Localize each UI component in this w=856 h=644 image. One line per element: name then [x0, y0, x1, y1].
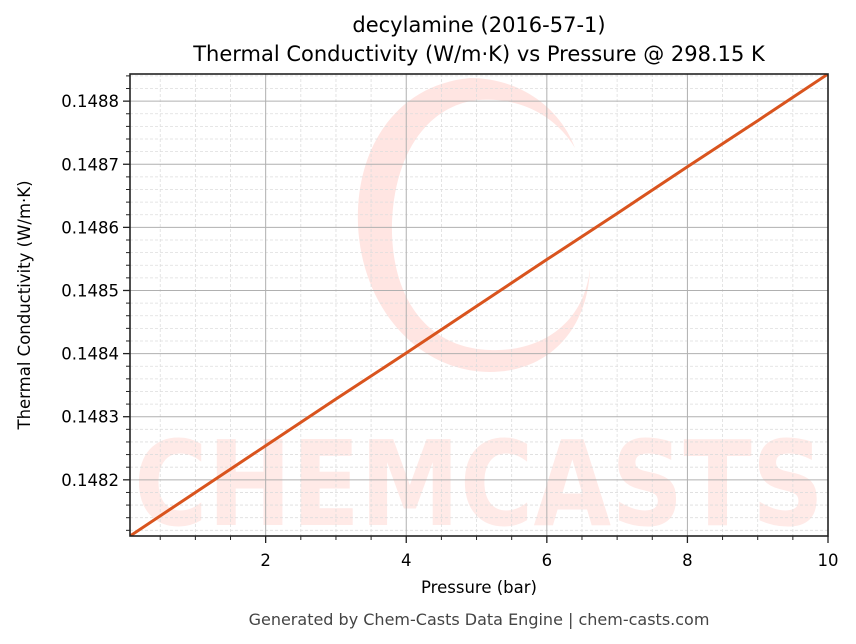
x-tick-label: 10: [818, 551, 839, 570]
y-tick-label: 0.1483: [61, 408, 119, 427]
watermark-text: CHEMCASTS: [134, 415, 824, 553]
y-tick-labels: 0.1482 0.1483 0.1484 0.1485 0.1486 0.1487 0.14…: [61, 92, 119, 490]
chart-title-line1: decylamine (2016-57-1): [352, 13, 605, 37]
y-tick-label: 0.1485: [61, 281, 119, 300]
axes-frame: [129, 73, 829, 537]
x-tick-label: 8: [682, 551, 693, 570]
x-tick-label: 4: [401, 551, 412, 570]
footer-credit: Generated by Chem-Casts Data Engine | ch…: [249, 610, 710, 629]
grid: [130, 74, 829, 536]
x-tick-label: 6: [542, 551, 553, 570]
y-tick-label: 0.1484: [61, 345, 119, 364]
y-tick-label: 0.1486: [61, 218, 119, 237]
x-tick-labels: 2 4 6 8 10: [260, 551, 838, 570]
x-axis-label: Pressure (bar): [421, 578, 537, 597]
watermark: CHEMCASTS: [134, 78, 824, 553]
axis-ticks: [123, 75, 829, 543]
y-tick-label: 0.1482: [61, 471, 119, 490]
data-line: [130, 74, 828, 536]
y-axis-label: Thermal Conductivity (W/m·K): [15, 180, 34, 430]
y-tick-label: 0.1488: [61, 92, 119, 111]
chart-title-line2: Thermal Conductivity (W/m·K) vs Pressure…: [192, 42, 766, 66]
y-tick-label: 0.1487: [61, 155, 119, 174]
x-tick-label: 2: [260, 551, 271, 570]
